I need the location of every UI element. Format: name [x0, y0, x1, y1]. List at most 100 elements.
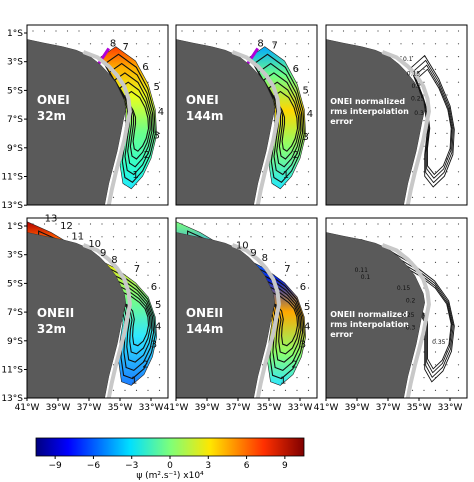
contour-label: 0.3	[406, 325, 416, 332]
grid-dot	[124, 223, 126, 225]
grid-dot	[457, 236, 460, 238]
grid-dot	[423, 184, 425, 186]
grid-dot	[307, 145, 310, 147]
grid-dot	[261, 223, 264, 225]
grid-dot	[78, 223, 80, 225]
grid-dot	[446, 261, 448, 263]
lat-ticks: 1°S 3°S 5°S 7°S 9°S 11°S 13°S	[1, 29, 27, 211]
lat-tick-label: 3°S	[7, 251, 23, 261]
grid-dot	[457, 30, 460, 32]
grid-dot	[307, 30, 310, 32]
contour-label: 2	[293, 150, 299, 161]
grid-dot	[423, 43, 425, 45]
grid-dot	[284, 196, 287, 198]
grid-dot	[124, 30, 126, 32]
grid-dot	[296, 30, 298, 32]
grid-dot	[112, 249, 115, 251]
contour-labels: 8 7 65 4 321	[257, 39, 313, 181]
lon-tick-label: 39°W	[46, 403, 71, 413]
grid-dot	[250, 223, 252, 225]
grid-dot	[284, 30, 287, 32]
contour-label: 1	[131, 376, 137, 387]
grid-dot	[273, 43, 275, 45]
grid-dot	[434, 196, 437, 198]
grid-dot	[158, 249, 161, 251]
grid-dot	[227, 236, 229, 238]
grid-dot	[261, 236, 264, 238]
grid-dot	[377, 223, 379, 225]
grid-dot	[135, 223, 138, 225]
grid-dot	[158, 351, 161, 353]
contour-label: 8	[257, 39, 263, 50]
colorbar-tick-label: −3	[125, 461, 138, 471]
grid-dot	[78, 43, 80, 45]
grid-dot	[215, 236, 218, 238]
contour-label: 7	[272, 40, 278, 51]
panel-label: rms interpolation	[330, 107, 409, 116]
grid-dot	[457, 196, 460, 198]
lat-tick-label: 5°S	[7, 86, 23, 96]
contour-label: 12	[60, 221, 73, 232]
grid-dot	[227, 43, 229, 45]
shelf-break	[381, 50, 431, 206]
contour-label: 0.1	[403, 56, 413, 63]
grid-dot	[307, 43, 310, 45]
grid-dot	[273, 120, 275, 122]
panel-label: error	[330, 330, 353, 339]
grid-dot	[457, 261, 460, 263]
grid-dot	[434, 158, 437, 160]
lat-tick-label: 13°S	[1, 394, 23, 404]
panel-frame	[175, 24, 318, 206]
grid-dot	[411, 223, 414, 225]
grid-dot	[261, 389, 264, 391]
grid-dot	[261, 196, 264, 198]
grid-dot	[307, 249, 310, 251]
lon-tick-label: 35°W	[108, 403, 133, 413]
lat-tick-label: 11°S	[1, 173, 23, 183]
grid-dot	[457, 377, 460, 379]
grid-dot	[238, 223, 241, 225]
grid-dot	[192, 223, 195, 225]
grid-dot	[135, 184, 138, 186]
grid-dot	[457, 132, 460, 134]
colorbar-tick-label: 3	[205, 461, 211, 471]
contour-label: 4	[158, 107, 164, 118]
grid-dot	[446, 120, 448, 122]
lat-tick-label: 1°S	[7, 29, 23, 39]
contour-line	[268, 81, 300, 160]
grid-dot	[158, 145, 161, 147]
grid-dot	[446, 223, 448, 225]
grid-dot	[434, 389, 437, 391]
grid-dot	[307, 338, 310, 340]
lon-ticks: 41°W 39°W 37°W 35°W 33°W	[15, 398, 164, 413]
grid-dot	[457, 171, 460, 173]
grid-dot	[423, 120, 425, 122]
grid-dot	[147, 377, 149, 379]
grid-dot	[78, 30, 80, 32]
contour-label: 6	[293, 64, 299, 75]
grid-dot	[78, 236, 80, 238]
grid-dot	[457, 43, 460, 45]
grid-dot	[147, 274, 149, 276]
grid-dot	[434, 132, 437, 134]
grid-dot	[284, 43, 287, 45]
grid-dot	[434, 261, 437, 263]
grid-dot	[261, 364, 264, 366]
grid-dot	[296, 43, 298, 45]
grid-dot	[457, 107, 460, 109]
contour-labels: 8 7 65 4 321	[110, 39, 164, 181]
grid-dot	[411, 249, 414, 251]
land-mass	[175, 232, 275, 399]
contour-label: 3	[154, 130, 160, 141]
lon-tick-label: 41°W	[15, 403, 40, 413]
grid-dot	[377, 43, 379, 45]
contour-label: 8	[110, 39, 116, 50]
grid-dot	[446, 249, 448, 251]
lon-tick-label: 35°W	[257, 403, 282, 413]
contour-label: 9	[250, 248, 256, 259]
grid-dot	[354, 43, 356, 45]
